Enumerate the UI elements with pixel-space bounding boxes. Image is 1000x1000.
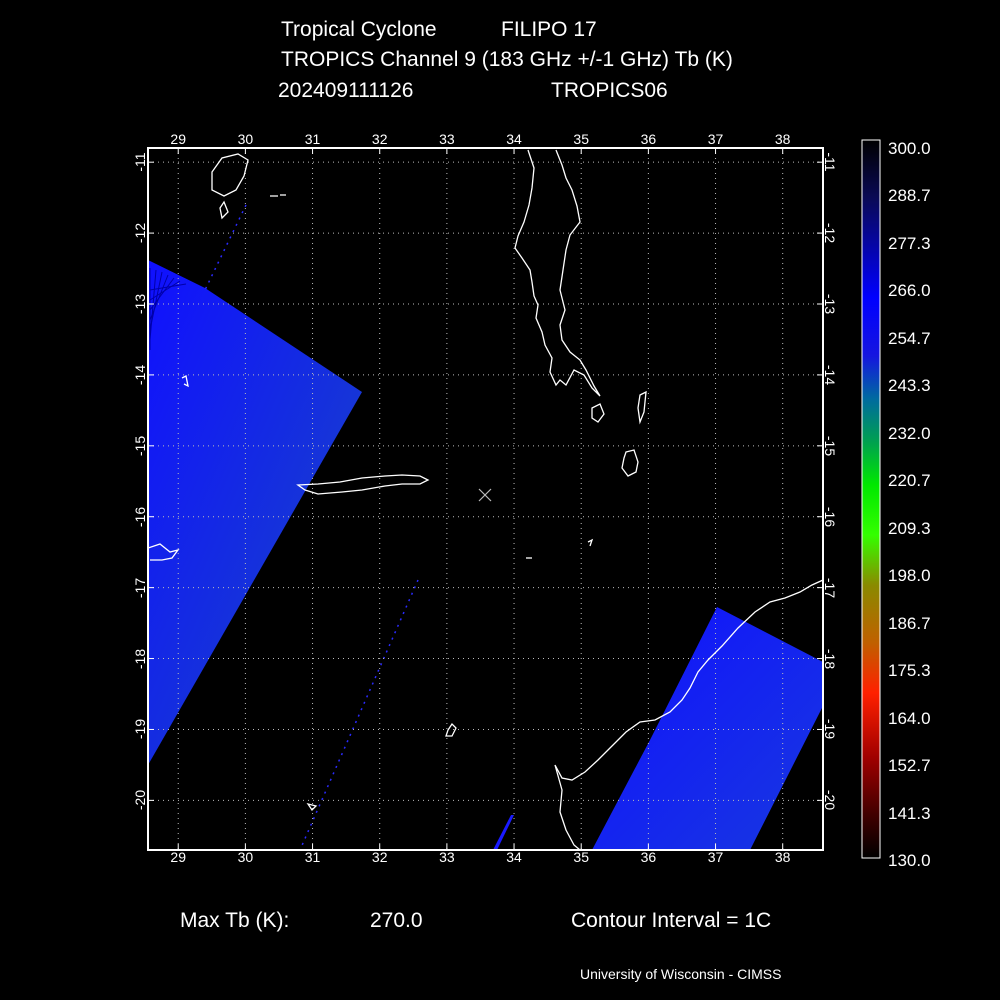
lat-tick-label-left: -15 (132, 435, 148, 456)
lon-tick-label-top: 38 (774, 131, 791, 147)
contour-interval: Contour Interval = 1C (571, 909, 772, 932)
lat-tick-label-left: -19 (132, 719, 148, 740)
lat-tick-label-right: -14 (822, 364, 838, 386)
lon-tick-label-bottom: 36 (640, 849, 657, 865)
storm-name: FILIPO 17 (501, 18, 597, 41)
colorbar-label: 175.3 (888, 661, 931, 681)
lat-lon-grid (148, 148, 823, 850)
lat-tick-label-right: -12 (822, 222, 838, 244)
coastline (148, 149, 823, 850)
lon-tick-label-bottom: 38 (774, 849, 791, 865)
colorbar-label: 220.7 (888, 471, 931, 491)
lon-tick-label-top: 30 (237, 131, 254, 147)
scan-line (204, 204, 247, 291)
lat-tick-label-right: -19 (822, 719, 838, 740)
lon-tick-label-bottom: 30 (237, 849, 254, 865)
colorbar (861, 139, 881, 859)
colorbar-label: 288.7 (888, 186, 931, 206)
colorbar-label: 130.0 (888, 851, 931, 870)
lon-tick-label-bottom: 37 (707, 849, 724, 865)
scan-line (299, 579, 419, 850)
colorbar-label: 266.0 (888, 281, 931, 301)
satellite-label: TROPICS06 (551, 79, 668, 102)
colorbar-label: 164.0 (888, 708, 931, 728)
channel-title: TROPICS Channel 9 (183 GHz +/-1 GHz) Tb … (281, 48, 733, 71)
map-frame (147, 147, 824, 851)
lon-tick-label-top: 34 (506, 131, 522, 147)
colorbar-label: 198.0 (888, 566, 931, 586)
lon-tick-label-top: 36 (640, 131, 657, 147)
lat-tick-label-right: -11 (822, 152, 838, 172)
lat-tick-label-left: -18 (132, 648, 148, 669)
colorbar-label: 209.3 (888, 518, 931, 538)
title-label: Tropical Cyclone (281, 18, 437, 41)
lat-tick-label-left: -14 (132, 364, 148, 386)
colorbar-label: 141.3 (888, 803, 931, 823)
lat-tick-label-right: -17 (822, 577, 838, 598)
lon-tick-label-top: 35 (573, 131, 589, 147)
colorbar-label: 277.3 (888, 233, 931, 253)
lat-tick-label-right: -15 (822, 435, 838, 456)
lat-tick-label-left: -11 (132, 152, 148, 172)
lat-tick-label-left: -17 (132, 577, 148, 598)
lat-tick-label-right: -18 (822, 648, 838, 669)
map-panel (148, 148, 823, 850)
lat-tick-label-right: -16 (822, 506, 838, 527)
colorbar-label: 243.3 (888, 376, 931, 396)
lon-tick-label-bottom: 31 (304, 849, 321, 865)
lon-tick-label-top: 33 (439, 131, 455, 147)
lon-tick-label-top: 31 (304, 131, 321, 147)
max-tb-value: 270.0 (370, 909, 423, 932)
lon-tick-label-bottom: 33 (439, 849, 455, 865)
credit-label: University of Wisconsin - CIMSS (580, 966, 782, 982)
lon-tick-label-bottom: 34 (506, 849, 522, 865)
max-tb-label: Max Tb (K): (180, 909, 290, 932)
lon-tick-label-bottom: 32 (371, 849, 388, 865)
lon-tick-label-bottom: 35 (573, 849, 589, 865)
lat-tick-label-left: -20 (132, 790, 148, 811)
swath-left (148, 260, 362, 765)
lon-tick-label-bottom: 29 (170, 849, 186, 865)
swath-right (592, 607, 823, 850)
lat-tick-label-right: -13 (822, 293, 838, 315)
storm-center-marker (478, 488, 492, 502)
datetime-label: 202409111126 (278, 79, 414, 102)
lon-tick-label-top: 37 (707, 131, 724, 147)
colorbar-label: 300.0 (888, 139, 931, 158)
colorbar-label: 254.7 (888, 328, 931, 348)
colorbar-label: 232.0 (888, 423, 931, 443)
swath-edge-hatch (149, 268, 187, 350)
lon-tick-label-top: 29 (170, 131, 186, 147)
colorbar-label: 152.7 (888, 756, 931, 776)
lat-tick-label-left: -12 (132, 222, 148, 244)
colorbar-label: 186.7 (888, 613, 931, 633)
lat-tick-label-right: -20 (822, 790, 838, 811)
lon-tick-label-top: 32 (371, 131, 388, 147)
swath-strip (493, 815, 514, 850)
lat-tick-label-left: -13 (132, 293, 148, 315)
lat-tick-label-left: -16 (132, 506, 148, 527)
